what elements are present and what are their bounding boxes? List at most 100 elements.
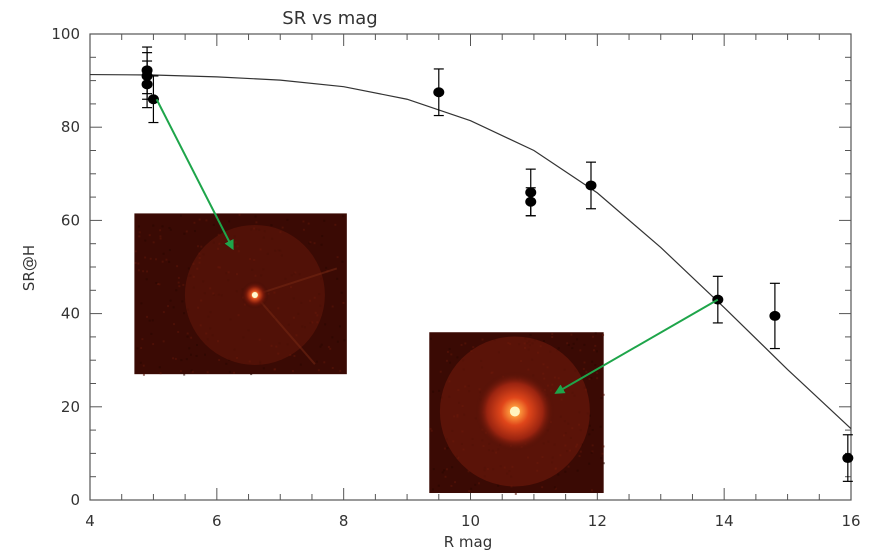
inset-noise <box>172 306 175 309</box>
inset-noise <box>186 308 189 311</box>
inset-noise <box>161 225 164 228</box>
inset-noise <box>188 347 191 350</box>
inset-noise <box>302 228 305 231</box>
inset-noise <box>253 259 256 262</box>
inset-noise <box>334 223 337 226</box>
inset-noise <box>595 350 598 353</box>
inset-noise <box>270 224 273 227</box>
inset-noise <box>583 343 586 346</box>
inset-noise <box>138 231 141 234</box>
inset-noise <box>602 393 605 396</box>
inset-noise <box>144 239 147 242</box>
inset-noise <box>298 273 301 276</box>
inset-noise <box>340 291 343 294</box>
inset-noise <box>278 342 281 345</box>
inset-noise <box>448 347 451 350</box>
inset-noise <box>137 225 140 228</box>
inset-noise <box>234 241 237 244</box>
inset-noise <box>185 358 188 361</box>
inset-noise <box>217 233 220 236</box>
inset-noise <box>438 389 441 392</box>
inset-noise <box>186 332 189 335</box>
annotation-arrow <box>554 298 719 394</box>
fit-curve-layer <box>89 73 852 430</box>
inset-noise <box>146 315 149 318</box>
inset-noise <box>218 266 221 269</box>
inset-noise <box>315 360 318 363</box>
inset-noise <box>445 468 448 471</box>
inset-noise <box>432 468 435 471</box>
annotation-arrow <box>155 98 234 251</box>
inset-noise <box>206 371 209 374</box>
inset-noise <box>152 343 155 346</box>
inset-noise <box>142 373 145 376</box>
inset-noise <box>590 451 593 454</box>
inset-noise <box>273 368 276 371</box>
inset-noise <box>254 274 257 277</box>
psf-peak <box>509 406 520 417</box>
inset-noise <box>591 450 594 453</box>
inset-noise <box>596 371 599 374</box>
data-point <box>769 310 781 321</box>
inset-noise <box>238 213 241 216</box>
inset-noise <box>286 218 289 221</box>
inset-noise <box>202 253 205 256</box>
inset-noise <box>274 249 277 252</box>
x-tick-label: 12 <box>588 512 607 530</box>
inset-noise <box>307 222 310 225</box>
inset-noise <box>588 414 591 417</box>
inset-noise <box>254 215 257 218</box>
inset-noise <box>149 257 152 260</box>
inset-noise <box>591 360 594 363</box>
inset-noise <box>247 329 250 332</box>
inset-noise <box>316 321 319 324</box>
inset-noise <box>314 311 317 314</box>
inset-noise <box>169 299 172 302</box>
inset-noise <box>293 354 296 357</box>
inset-noise <box>311 321 314 324</box>
inset-noise <box>262 236 265 239</box>
axis-ticks <box>89 33 852 501</box>
inset-noise <box>594 344 597 347</box>
y-tick-label: 20 <box>61 398 80 416</box>
inset-noise <box>182 283 185 286</box>
inset-noise <box>324 323 327 326</box>
inset-noise <box>432 488 435 491</box>
inset-noise <box>275 345 278 348</box>
inset-noise <box>445 359 448 362</box>
inset-noise <box>177 276 180 279</box>
inset-noise <box>180 359 183 362</box>
inset-noise <box>195 354 198 357</box>
inset-noise <box>191 370 194 373</box>
inset-noise <box>594 332 597 335</box>
x-tick-label: 6 <box>212 512 222 530</box>
inset-noise <box>205 219 208 222</box>
inset-noise <box>176 265 179 268</box>
inset-noise <box>588 424 591 427</box>
inset-noise <box>258 228 261 231</box>
inset-noise <box>429 427 432 430</box>
x-tick-label: 16 <box>841 512 860 530</box>
inset-noise <box>228 220 231 223</box>
inset-noise <box>190 336 193 339</box>
inset-noise <box>172 357 175 360</box>
inset-noise <box>148 319 151 322</box>
y-tick-label: 40 <box>61 305 80 323</box>
inset-noise <box>235 290 238 293</box>
inset-noise <box>188 274 191 277</box>
inset-noise <box>289 354 292 357</box>
inset-noise <box>451 466 454 469</box>
inset-noise <box>277 352 280 355</box>
inset-noise <box>342 301 345 304</box>
inset-noise <box>196 267 199 270</box>
inset-noise <box>287 323 290 326</box>
y-tick-label: 60 <box>61 211 80 229</box>
inset-noise <box>249 258 252 261</box>
inset-noise <box>308 242 311 245</box>
inset-noise <box>591 428 594 431</box>
inset-noise <box>313 242 316 245</box>
y-axis-title: SR@H <box>20 245 38 291</box>
inset-noise <box>429 337 432 340</box>
inset-noise <box>137 269 140 272</box>
inset-noise <box>161 260 164 263</box>
